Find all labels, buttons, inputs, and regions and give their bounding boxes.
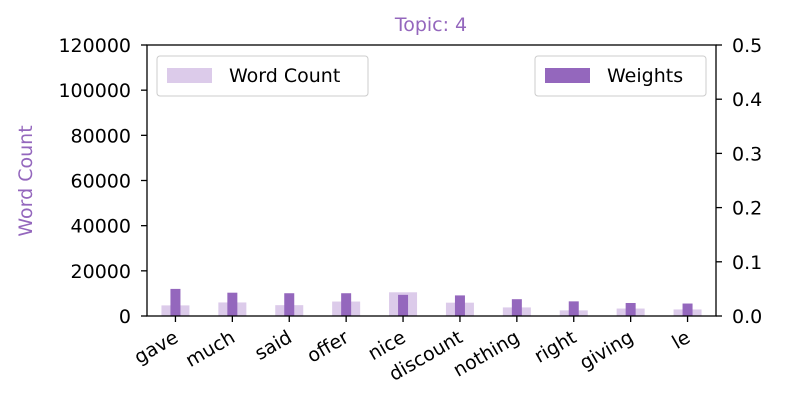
right-tick-label: 0.4	[732, 89, 762, 111]
legend-weights-swatch	[545, 68, 590, 83]
y-axis-label: Word Count	[15, 125, 37, 236]
legend-word-count-swatch	[167, 68, 212, 83]
weight-bar	[284, 293, 295, 316]
x-tick-label: much	[182, 326, 239, 372]
weight-bar	[568, 301, 579, 316]
left-tick-label: 0	[119, 306, 131, 328]
right-tick-label: 0.0	[732, 306, 762, 328]
legend-weights-label: Weights	[607, 65, 683, 87]
x-tick-label: le	[668, 326, 694, 354]
word-count-bars	[161, 292, 702, 316]
x-tick-label: giving	[576, 326, 637, 374]
left-axis-ticks: 0 20000 40000 60000 80000 100000 120000	[58, 35, 147, 328]
legend-weights: Weights	[534, 55, 707, 97]
weight-bar	[227, 292, 238, 316]
weight-bar	[341, 293, 352, 316]
weight-bar	[398, 294, 409, 316]
left-tick-label: 120000	[58, 35, 131, 57]
right-axis-ticks: 0.0 0.1 0.2 0.3 0.4 0.5	[716, 35, 762, 328]
weight-bar	[682, 303, 693, 316]
weight-bar	[170, 288, 181, 316]
left-tick-label: 20000	[71, 261, 131, 283]
left-tick-label: 40000	[71, 216, 131, 238]
right-tick-label: 0.3	[732, 143, 762, 165]
x-tick-label: offer	[303, 326, 352, 367]
left-tick-label: 80000	[71, 125, 131, 147]
right-tick-label: 0.2	[732, 198, 762, 220]
x-tick-label: nothing	[450, 326, 524, 381]
left-tick-label: 100000	[58, 80, 131, 102]
chart-title: Topic: 4	[394, 14, 467, 36]
right-tick-label: 0.5	[732, 35, 762, 57]
left-tick-label: 60000	[71, 171, 131, 193]
legend-word-count: Word Count	[156, 55, 369, 97]
x-tick-label: said	[251, 326, 296, 364]
weight-bar	[511, 299, 522, 316]
weight-bar	[625, 302, 636, 316]
weight-bars	[170, 288, 693, 316]
weight-bar	[454, 295, 465, 316]
x-tick-label: right	[531, 326, 581, 367]
legend-word-count-label: Word Count	[229, 65, 340, 87]
right-tick-label: 0.1	[732, 252, 762, 274]
x-tick-label: gave	[131, 326, 182, 368]
